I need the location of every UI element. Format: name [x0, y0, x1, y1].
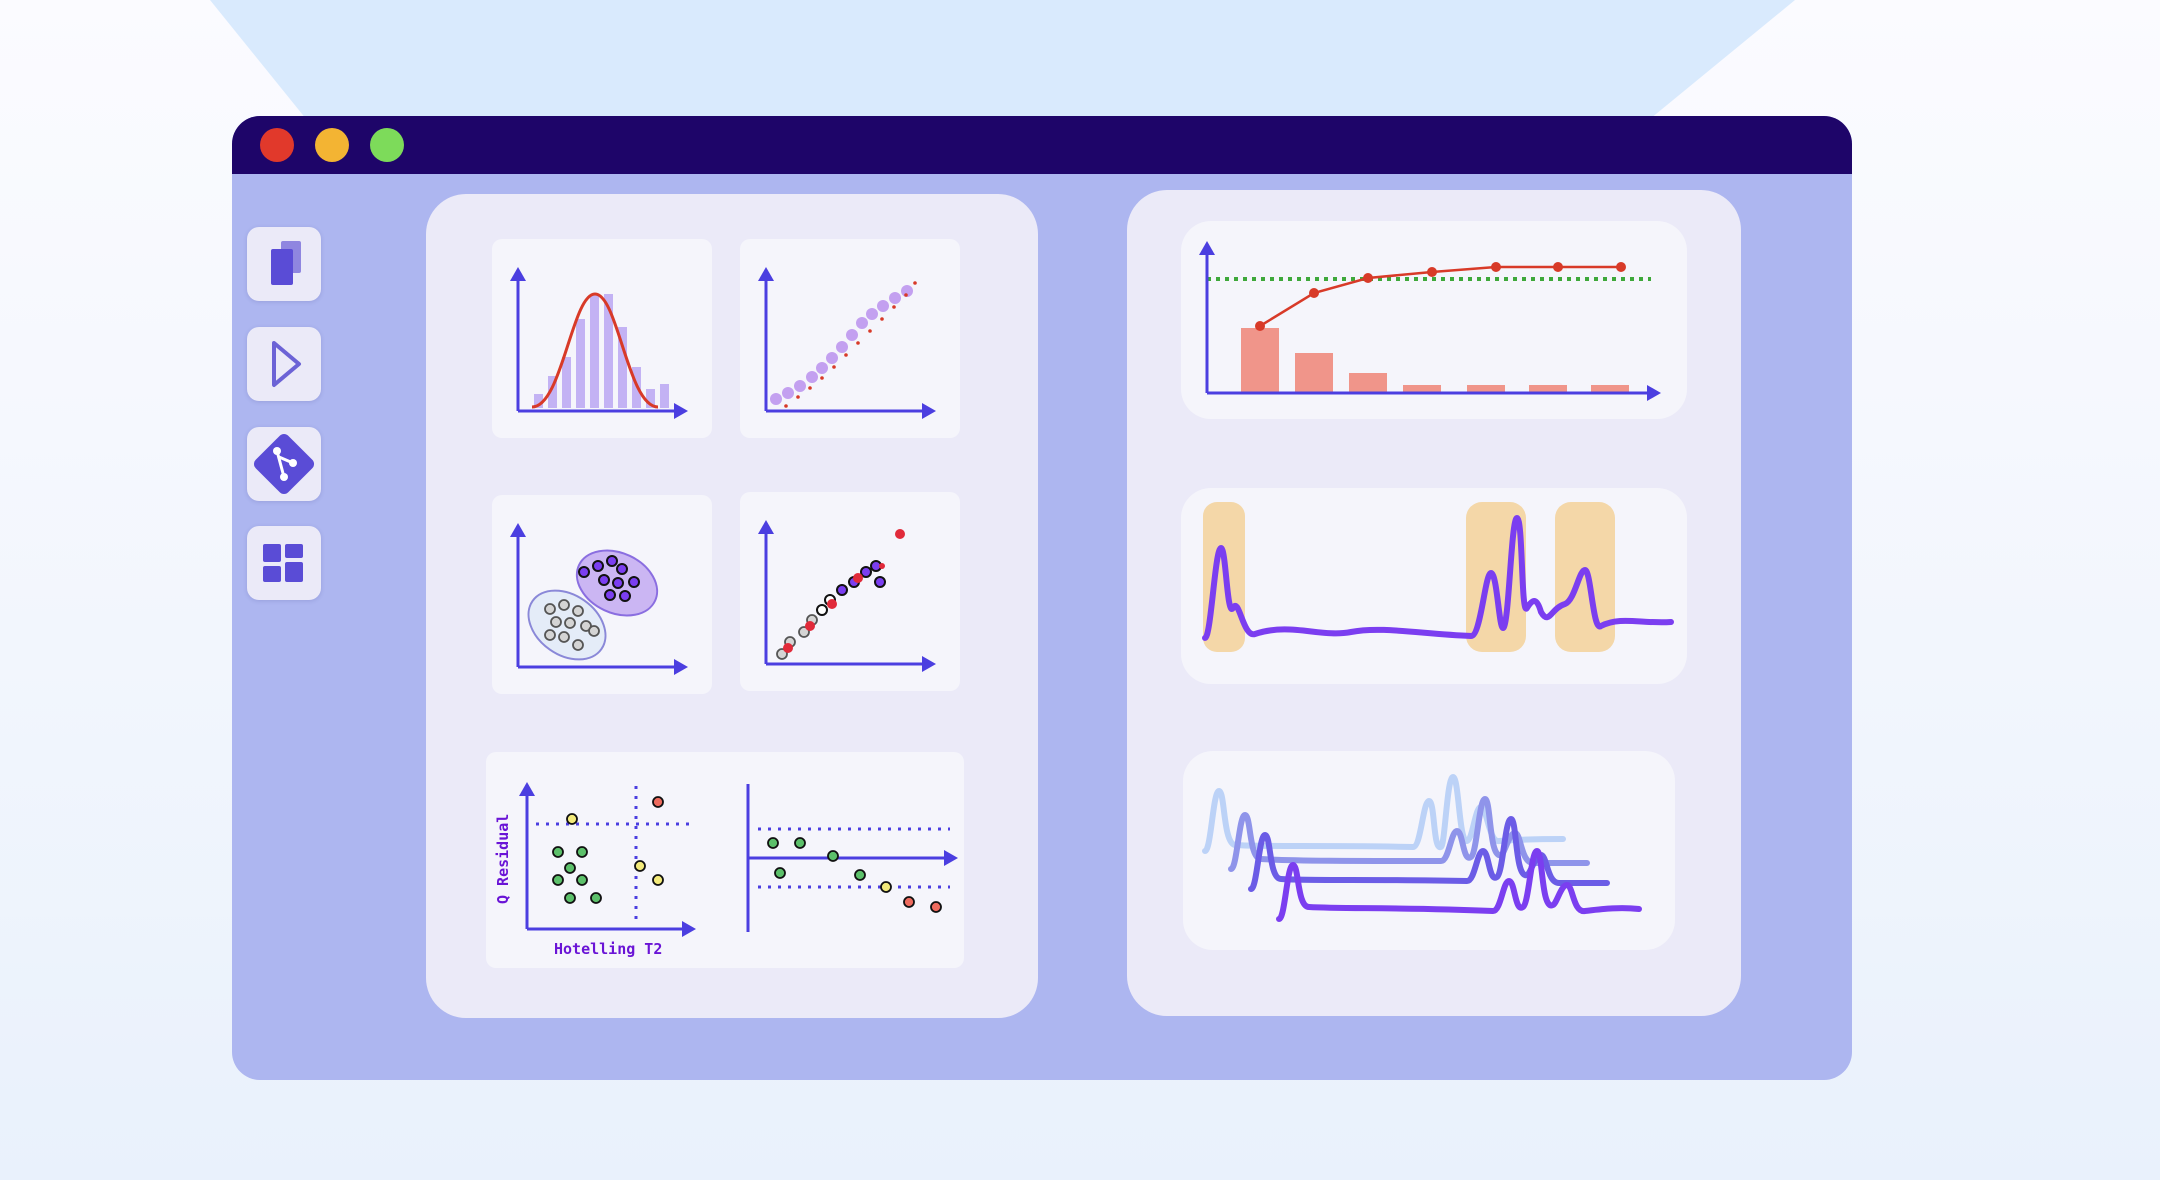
dashboard-icon [263, 544, 303, 582]
histogram-card[interactable] [492, 239, 712, 438]
cluster-plot-card[interactable] [492, 495, 712, 694]
stacked-spectra-card[interactable] [1183, 751, 1675, 950]
mspc-chart: Q Residual Hotelling T2 [494, 782, 958, 958]
maximize-button[interactable] [370, 128, 404, 162]
play-icon [272, 341, 301, 387]
prediction-plot-chart [758, 520, 936, 672]
sidebar-item-git[interactable] [247, 427, 321, 501]
sidebar-item-dashboard[interactable] [247, 526, 321, 600]
histogram-chart [510, 267, 688, 419]
pareto-chart [1199, 241, 1661, 401]
x-axis-label: Hotelling T2 [554, 940, 662, 958]
title-bar [232, 116, 1852, 174]
pareto-card[interactable] [1181, 221, 1687, 419]
sidebar-item-files[interactable] [247, 227, 321, 301]
git-icon [253, 433, 315, 495]
mspc-card[interactable]: Q Residual Hotelling T2 [486, 752, 964, 968]
app-window: Q Residual Hotelling T2 [232, 116, 1852, 1080]
sidebar-item-run[interactable] [247, 327, 321, 401]
qq-plot-chart [758, 267, 936, 419]
left-panel: Q Residual Hotelling T2 [426, 194, 1038, 1018]
prediction-plot-card[interactable] [740, 492, 960, 691]
stacked-spectra-chart [1202, 773, 1642, 922]
spectrum-peaks-chart [1202, 502, 1674, 652]
close-button[interactable] [260, 128, 294, 162]
y-axis-label: Q Residual [494, 814, 512, 904]
right-panel [1127, 190, 1741, 1016]
spectrum-peaks-card[interactable] [1181, 488, 1687, 684]
qq-plot-card[interactable] [740, 239, 960, 438]
files-icon [271, 241, 301, 285]
cluster-plot-chart [510, 523, 688, 675]
minimize-button[interactable] [315, 128, 349, 162]
